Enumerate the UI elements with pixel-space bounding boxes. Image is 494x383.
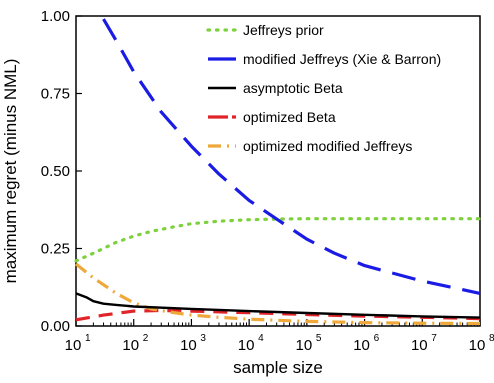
y-axis-label: maximum regret (minus NML) (1, 59, 20, 284)
x-tick-label: 10 (353, 337, 370, 354)
series-line (75, 308, 481, 322)
y-tick-label: 1.00 (41, 8, 70, 25)
legend-label: asymptotic Beta (243, 80, 343, 96)
x-tick-label: 10 (469, 337, 486, 354)
legend-label: Jeffreys prior (243, 22, 324, 38)
x-tick-label: 10 (411, 337, 428, 354)
legend-label: optimized Beta (243, 109, 336, 125)
y-tick-label: 0.25 (41, 241, 70, 258)
y-tick-label: 0.50 (41, 163, 70, 180)
x-tick-label: 10 (296, 337, 313, 354)
series-layer (74, 18, 482, 326)
x-tick-exponent: 5 (316, 333, 322, 344)
y-tick-label: 0.75 (41, 86, 70, 103)
series-line (74, 217, 482, 263)
y-axis: 0.00 0.25 0.50 0.75 1.00 (41, 8, 82, 335)
series-line (102, 18, 481, 295)
y-tick-label: 0.00 (41, 318, 70, 335)
legend-label: optimized modified Jeffreys (243, 138, 412, 154)
x-axis-label: sample size (233, 358, 323, 377)
x-tick-exponent: 8 (489, 333, 494, 344)
x-tick-exponent: 3 (200, 333, 206, 344)
x-tick-exponent: 7 (431, 333, 437, 344)
x-tick-exponent: 4 (258, 333, 264, 344)
legend: Jeffreys prior modified Jeffreys (Xie & B… (206, 22, 441, 154)
x-tick-exponent: 6 (374, 333, 380, 344)
x-tick-label: 10 (180, 337, 197, 354)
x-tick-exponent: 1 (85, 333, 91, 344)
x-tick-label: 10 (238, 337, 255, 354)
x-tick-label: 10 (122, 337, 139, 354)
x-axis: 10 1 10 2 10 3 10 4 10 5 10 6 10 7 10 8 (65, 319, 494, 354)
legend-label: modified Jeffreys (Xie & Barron) (243, 51, 441, 67)
series-line (75, 262, 481, 326)
x-tick-label: 10 (65, 337, 82, 354)
series-line (75, 292, 481, 319)
x-tick-exponent: 2 (143, 333, 149, 344)
